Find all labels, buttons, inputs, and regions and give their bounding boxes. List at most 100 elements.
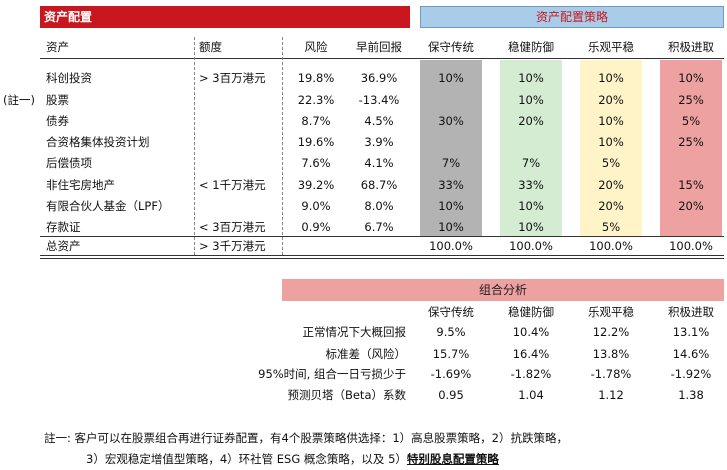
analysis-value: 14.6% [672,347,710,361]
alloc-4: 25% [678,135,704,149]
asset-risk: 9.0% [301,199,331,213]
col-amount: 额度 [199,40,222,54]
col-bg-defensive [500,60,562,236]
asset-name: 股票 [46,93,69,107]
alloc-3: 20% [598,178,624,192]
alloc-1: 10% [438,71,464,85]
asset-amount: > 3百万港元 [199,71,266,85]
analysis-value: 1.38 [678,388,704,402]
col-bg-aggressive [660,60,722,236]
asset-name: 合资格集体投资计划 [46,135,150,149]
portfolio-analysis-header: 组合分析 [282,279,724,301]
analysis-label: 正常情况下大概回报 [302,325,407,339]
analysis-value: 10.4% [512,325,550,339]
total-1: 100.0% [429,239,473,253]
separator-2 [282,37,283,255]
alloc-2: 20% [518,114,544,128]
analysis-value: 9.5% [436,325,466,339]
col-strategy-2: 稳健防御 [508,40,554,54]
col-asset: 资产 [46,40,69,54]
alloc-4: 20% [678,199,704,213]
analysis-value: 1.12 [598,388,624,402]
alloc-2 [500,132,562,152]
asset-return: 6.7% [364,220,394,234]
col-strategy-3: 乐观平稳 [588,40,634,54]
alloc-1: 10% [438,199,464,213]
alloc-2: 10% [518,220,544,234]
total-topline [40,236,724,237]
analysis-value: 1.04 [518,388,544,402]
alloc-4: 15% [678,178,704,192]
alloc-1: 30% [438,114,464,128]
analysis-value: 13.1% [672,325,710,339]
header-underline [40,58,724,59]
alloc-4 [660,217,722,237]
alloc-3: 10% [598,114,624,128]
col-bg-conservative [420,60,482,236]
col-strategy-1: 保守传统 [428,40,474,54]
analysis-label: 预测贝塔（Beta）系数 [287,388,406,402]
analysis-value: 15.7% [432,347,470,361]
col-strategy-4: 积极进取 [668,40,714,54]
col-risk: 风险 [304,40,328,54]
analysis-label: 95%时间, 组合一日亏损少于 [258,367,406,381]
alloc-2: 10% [518,199,544,213]
total-4: 100.0% [669,239,713,253]
asset-risk: 39.2% [297,178,335,192]
alloc-3: 10% [598,135,624,149]
alloc-3: 20% [598,93,624,107]
alloc-1: 10% [438,220,464,234]
analysis-value: 13.8% [592,347,630,361]
alloc-1: 7% [441,156,461,170]
asset-risk: 19.8% [297,71,335,85]
total-label: 总资产 [46,239,81,253]
analysis-value: 12.2% [592,325,630,339]
asset-return: 8.0% [364,199,394,213]
asset-amount: < 1千万港元 [199,178,266,192]
analysis-value: -1.82% [510,367,552,381]
asset-risk: 8.7% [301,114,331,128]
asset-name: 非住宅房地产 [46,178,115,192]
analysis-col-2: 稳健防御 [508,305,554,319]
analysis-col-3: 乐观平稳 [588,305,634,319]
total-3: 100.0% [589,239,633,253]
alloc-3: 5% [601,156,621,170]
asset-return: 4.1% [364,156,394,170]
alloc-4: 25% [678,93,704,107]
alloc-3: 20% [598,199,624,213]
alloc-1 [420,132,482,152]
strategy-header: 资产配置策略 [420,6,724,28]
analysis-value: -1.69% [430,367,472,381]
footnote-line-2: 3）宏观稳定增值型策略，4）环社管 ESG 概念策略，以及 5）特别股息配置策略 [86,449,499,469]
alloc-2: 33% [518,178,544,192]
total-2: 100.0% [509,239,553,253]
special-dividend-strategy-link: 特别股息配置策略 [406,452,499,466]
analysis-value: 16.4% [512,347,550,361]
asset-risk: 19.6% [297,135,335,149]
footnote-text: 3）宏观稳定增值型策略，4）环社管 ESG 概念策略，以及 5） [86,452,407,466]
alloc-1 [420,90,482,110]
col-bg-optimistic [580,60,642,236]
asset-allocation-header: 资产配置 [40,6,410,28]
alloc-1: 33% [438,178,464,192]
asset-risk: 22.3% [297,93,335,107]
asset-name: 债券 [46,114,69,128]
analysis-label: 标准差（风险） [325,347,407,361]
alloc-2: 10% [518,93,544,107]
alloc-4 [660,153,722,173]
asset-return: -13.4% [358,93,400,107]
analysis-value: -1.92% [670,367,712,381]
asset-return: 3.9% [364,135,394,149]
alloc-3: 5% [601,220,621,234]
alloc-3: 10% [598,71,624,85]
total-underline-1 [40,255,724,256]
asset-return: 68.7% [360,178,398,192]
alloc-4: 10% [678,71,704,85]
asset-return: 4.5% [364,114,394,128]
asset-return: 36.9% [360,71,398,85]
analysis-value: -1.78% [590,367,632,381]
asset-amount: < 3百万港元 [199,220,266,234]
asset-risk: 7.6% [301,156,331,170]
total-amount: > 3千万港元 [199,239,266,253]
col-return: 早前回报 [356,40,402,54]
